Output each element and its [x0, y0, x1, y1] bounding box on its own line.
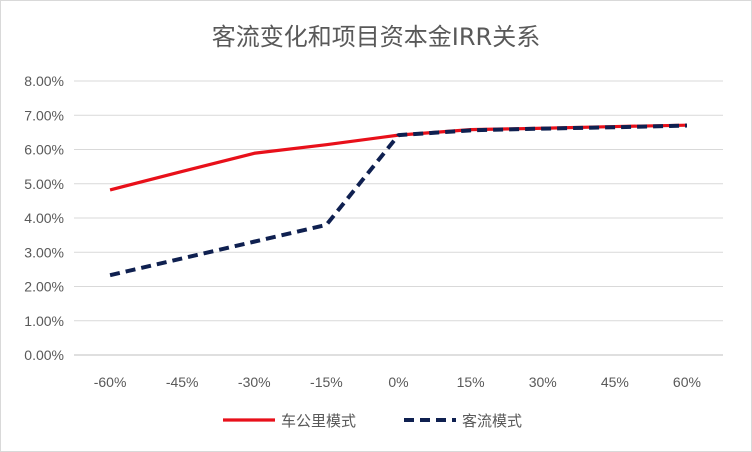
- x-axis-ticks: -60% -45% -30% -15% 0% 15% 30% 45% 60%: [94, 374, 701, 390]
- y-axis-ticks: 0.00% 1.00% 2.00% 3.00% 4.00% 5.00% 6.00% 7.00%…: [24, 73, 64, 363]
- series-lines: [109, 123, 687, 278]
- x-tick-label: 60%: [673, 374, 701, 390]
- legend-label: 客流模式: [462, 412, 522, 430]
- x-tick-label: -15%: [310, 374, 343, 390]
- chart-title: 客流变化和项目资本金IRR关系: [212, 23, 540, 51]
- y-tick-label: 0.00%: [24, 347, 64, 363]
- y-tick-label: 1.00%: [24, 313, 64, 329]
- y-tick-label: 2.00%: [24, 279, 64, 295]
- x-tick-label: 15%: [457, 374, 485, 390]
- y-tick-label: 8.00%: [24, 73, 64, 89]
- x-tick-label: -45%: [166, 374, 199, 390]
- x-tick-label: 30%: [529, 374, 557, 390]
- y-tick-label: 7.00%: [24, 107, 64, 123]
- gridlines: [74, 80, 723, 356]
- x-tick-label: 45%: [601, 374, 629, 390]
- y-tick-label: 5.00%: [24, 176, 64, 192]
- legend: 车公里模式 客流模式: [223, 412, 522, 430]
- x-tick-label: -60%: [94, 374, 127, 390]
- series-line-2: [109, 123, 687, 278]
- x-tick-label: -30%: [238, 374, 271, 390]
- y-tick-label: 3.00%: [24, 244, 64, 260]
- x-tick-label: 0%: [388, 374, 408, 390]
- legend-label: 车公里模式: [281, 412, 356, 430]
- y-tick-label: 6.00%: [24, 142, 64, 158]
- y-tick-label: 4.00%: [24, 210, 64, 226]
